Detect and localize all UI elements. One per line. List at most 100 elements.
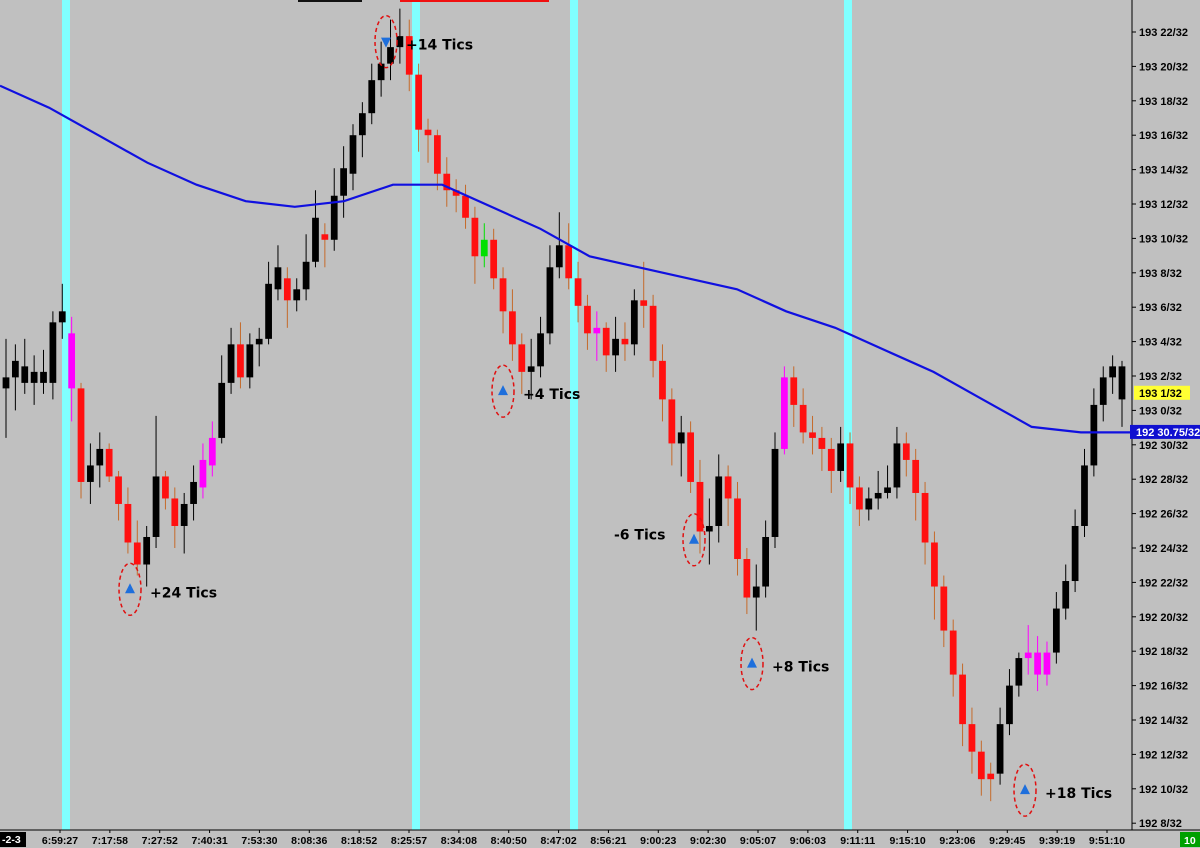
candle-body <box>687 432 694 482</box>
candle <box>827 437 835 493</box>
axis-tick-label: 192 30/32 <box>1139 440 1188 452</box>
candle-body <box>30 371 38 383</box>
candle <box>612 316 619 372</box>
session-band <box>62 0 70 830</box>
candle-body <box>96 448 104 466</box>
candle-body <box>40 371 47 383</box>
candle-body <box>87 465 94 482</box>
time-tick-label: 8:56:21 <box>590 835 626 847</box>
candle-body <box>874 492 882 499</box>
session-bands <box>62 0 852 830</box>
candle <box>396 8 404 64</box>
candle-body <box>68 333 76 389</box>
candle-body <box>949 630 957 675</box>
candle-body <box>312 217 319 262</box>
candle-body <box>602 327 610 356</box>
candle <box>499 267 507 334</box>
candle <box>734 481 741 576</box>
time-tick-label: 9:11:11 <box>840 835 875 847</box>
candle-body <box>171 498 179 526</box>
candle <box>1052 592 1060 664</box>
candle <box>630 289 638 356</box>
candle <box>940 575 948 648</box>
candle-body <box>1118 366 1126 400</box>
candle <box>1109 355 1116 394</box>
time-tick-label: 8:08:36 <box>291 835 327 847</box>
candle <box>790 366 798 427</box>
candle-body <box>809 432 816 438</box>
candle <box>771 432 779 548</box>
candle <box>77 382 85 499</box>
candle <box>1024 625 1032 675</box>
candle-body <box>705 525 713 532</box>
moving-average <box>0 84 1130 434</box>
buy-arrow-icon <box>498 385 508 396</box>
candle-body <box>424 129 432 136</box>
time-tick-label: 7:53:30 <box>241 835 277 847</box>
trade-annotation: +18 Tics <box>1013 763 1112 817</box>
candle <box>87 443 94 504</box>
annotation-label: +18 Tics <box>1045 786 1112 802</box>
candle <box>518 333 526 394</box>
candle-body <box>246 344 254 378</box>
time-tick-label: 9:06:03 <box>790 835 826 847</box>
axis-tick-label: 192 24/32 <box>1139 543 1188 555</box>
candle-body <box>1006 685 1013 725</box>
candle <box>968 707 976 774</box>
candle <box>171 487 179 548</box>
candle <box>12 344 19 411</box>
candle-body <box>77 388 85 482</box>
candle <box>856 476 863 526</box>
candle-body <box>377 63 385 81</box>
buy-arrow-icon <box>125 583 135 594</box>
time-tick-label: 7:27:52 <box>142 835 178 847</box>
axis-tick-label: 193 2/32 <box>1139 371 1182 383</box>
candle-body <box>912 459 920 493</box>
candle-body <box>490 239 498 279</box>
time-tick-label: 9:51:10 <box>1089 835 1125 847</box>
annotation-label: +14 Tics <box>406 38 473 54</box>
candle <box>312 190 319 268</box>
axis-tick-label: 193 10/32 <box>1139 233 1188 245</box>
candle-body <box>762 536 770 587</box>
axis-tick-label: 192 20/32 <box>1139 612 1188 624</box>
candle-body <box>105 448 113 477</box>
session-band <box>570 0 578 830</box>
candle <box>602 322 610 372</box>
time-tick-label: 9:15:10 <box>889 835 925 847</box>
trade-annotations: +24 Tics +14 Tics +4 Tics -6 Tics +8 Tics +18… <box>118 14 1112 817</box>
candle <box>677 415 685 477</box>
candle <box>874 470 882 510</box>
annotation-circle <box>740 636 764 691</box>
top-indicator-black <box>298 0 362 2</box>
candle <box>668 388 676 466</box>
candles <box>2 8 1126 802</box>
candle <box>321 223 329 268</box>
time-tick-label: 9:29:45 <box>989 835 1025 847</box>
candle-body <box>321 234 329 240</box>
candle <box>471 206 479 284</box>
candle <box>246 333 254 389</box>
candle <box>208 421 216 477</box>
annotation-label: +4 Tics <box>523 387 580 403</box>
candle-body <box>2 377 10 389</box>
candle-body <box>996 724 1004 774</box>
candle <box>490 228 498 290</box>
candle <box>1071 509 1079 593</box>
last-price-label: 193 1/32 <box>1139 388 1182 400</box>
candle-body <box>1109 366 1116 378</box>
candle <box>846 432 854 504</box>
candle <box>865 487 873 521</box>
axis-background <box>1132 0 1200 830</box>
candle-body <box>837 443 845 471</box>
candle-body <box>462 195 469 218</box>
time-tick-label: 8:47:02 <box>540 835 576 847</box>
candle <box>546 245 554 345</box>
candle <box>115 470 122 521</box>
candle-body <box>499 278 507 312</box>
candle-body <box>827 448 835 471</box>
candle-body <box>649 305 657 361</box>
annotation-circle <box>374 14 398 69</box>
trade-annotation: -6 Tics <box>614 512 706 567</box>
